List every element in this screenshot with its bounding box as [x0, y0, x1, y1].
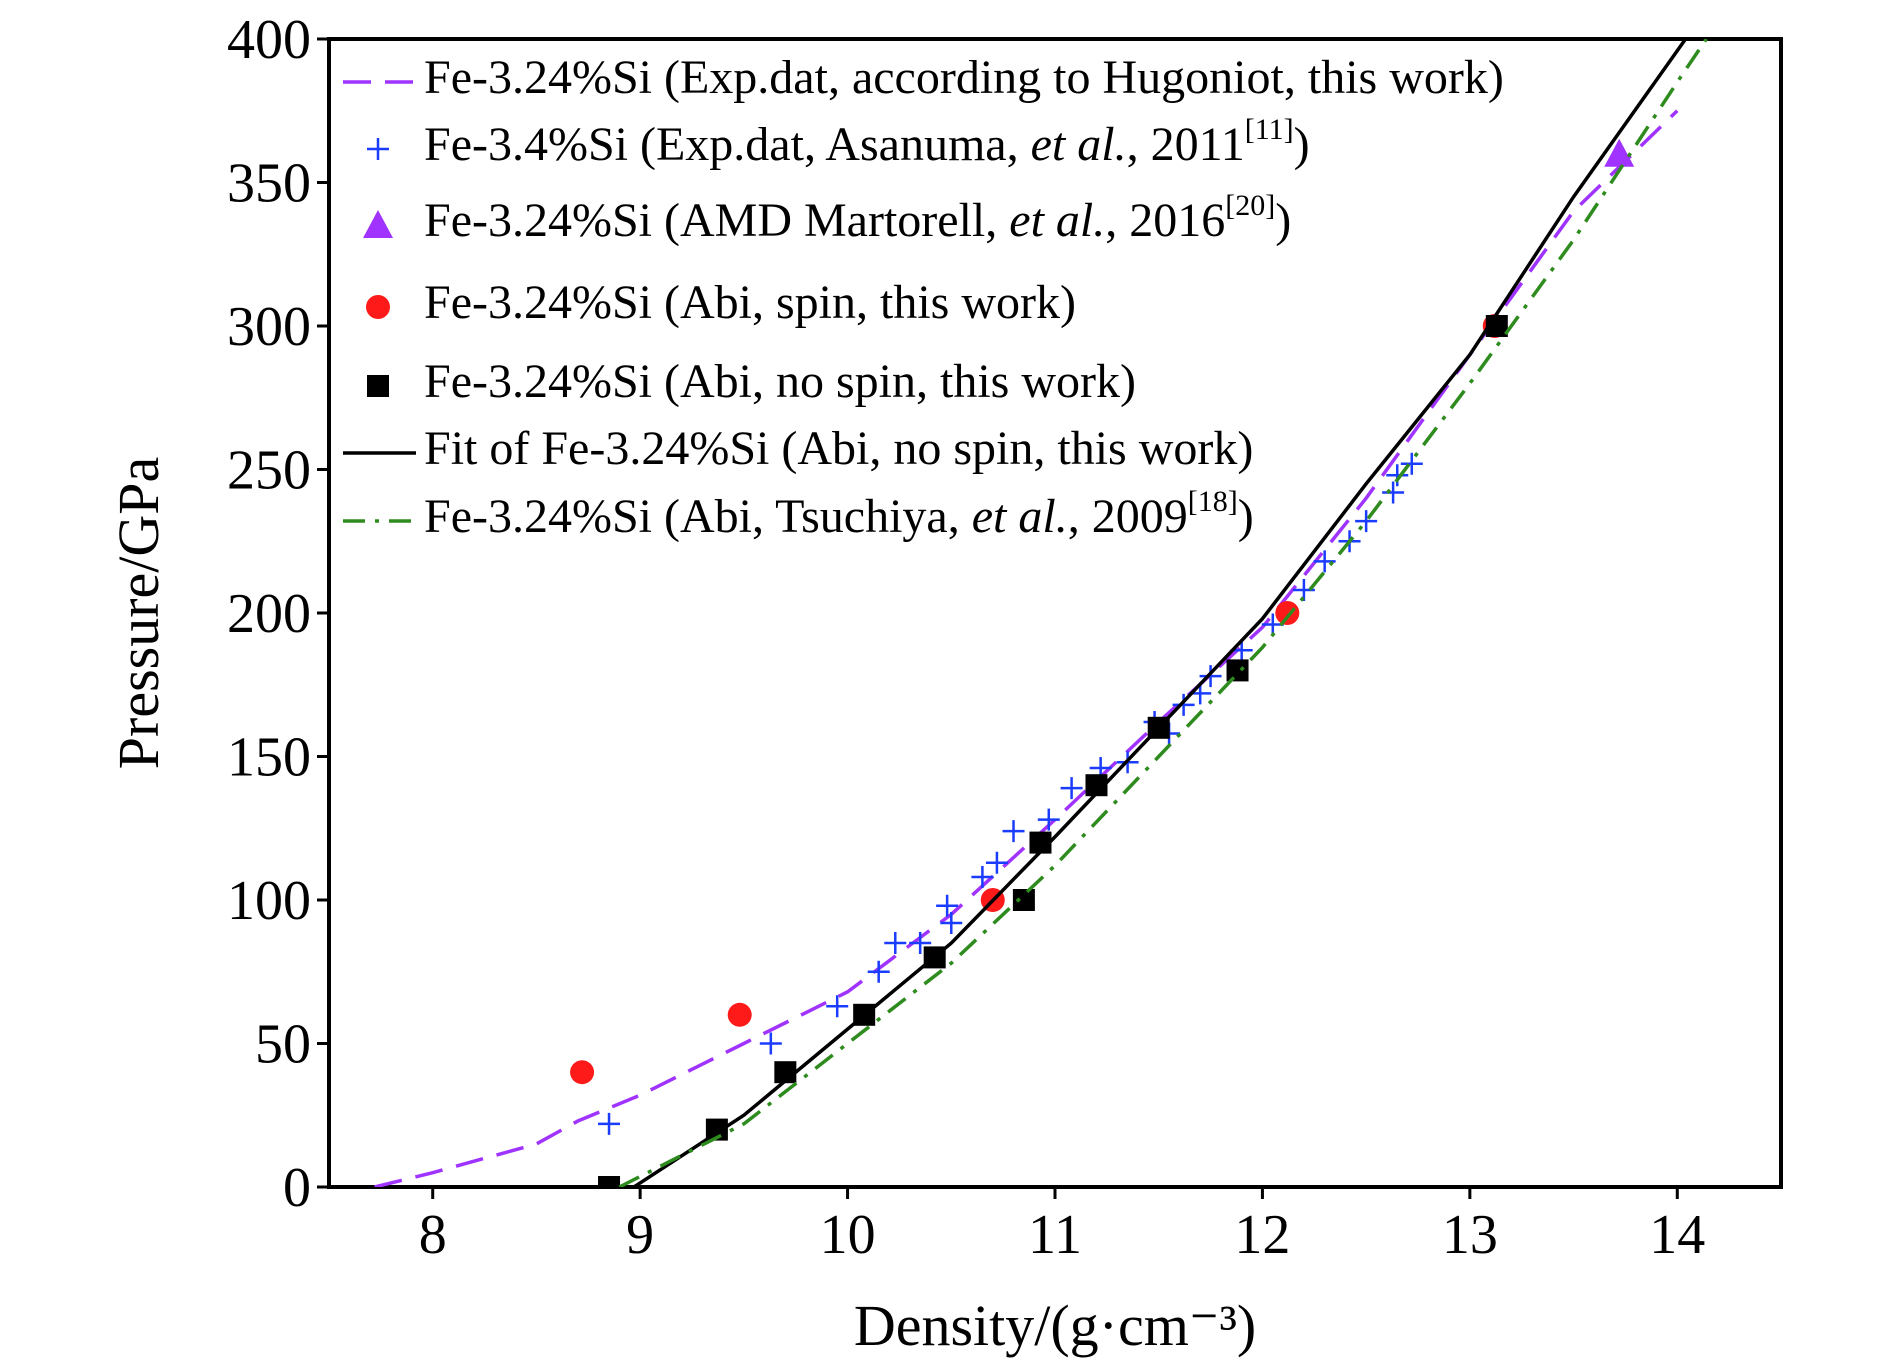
x-tick-label: 13 — [1442, 1204, 1498, 1266]
plus-marker — [1400, 452, 1423, 475]
triangle-marker — [1604, 138, 1635, 167]
x-tick-label: 10 — [820, 1204, 876, 1266]
circle-marker — [366, 295, 390, 319]
x-tick-label: 8 — [419, 1204, 447, 1266]
y-tick-label: 150 — [227, 727, 311, 789]
plus-marker — [759, 1032, 782, 1055]
legend-label: Fit of Fe-3.24%Si (Abi, no spin, this wo… — [424, 422, 1253, 475]
series-line — [632, 39, 1688, 1187]
legend-label: Fe-3.24%Si (Abi, spin, this work) — [424, 276, 1076, 329]
plus-marker — [971, 866, 994, 889]
x-tick-label: 14 — [1649, 1204, 1705, 1266]
y-axis-title: Pressure/GPa — [106, 457, 171, 770]
plot-area — [374, 39, 1708, 1187]
y-tick-label: 50 — [255, 1014, 311, 1076]
circle-marker — [727, 1002, 752, 1027]
plus-marker — [884, 932, 907, 955]
plus-marker — [1355, 510, 1378, 533]
plus-marker — [1037, 808, 1060, 831]
square-marker — [1085, 774, 1108, 797]
x-tick-label: 11 — [1028, 1204, 1082, 1266]
y-tick-label: 0 — [283, 1157, 311, 1219]
circle-marker — [1275, 601, 1300, 625]
triangle-marker — [363, 210, 393, 238]
y-tick-label: 250 — [227, 440, 311, 502]
square-marker — [1226, 659, 1249, 682]
y-tick-label: 350 — [227, 153, 311, 215]
plus-marker — [1199, 665, 1222, 688]
y-tick-label: 100 — [227, 870, 311, 932]
plus-marker — [1313, 550, 1336, 573]
y-tick-label: 200 — [227, 583, 311, 645]
plus-marker — [826, 995, 849, 1018]
plus-marker — [598, 1112, 621, 1135]
plus-marker — [985, 851, 1008, 874]
legend-label: Fe-3.24%Si (Exp.dat, according to Hugoni… — [424, 51, 1504, 104]
plus-marker — [1382, 481, 1405, 504]
plus-marker — [936, 894, 959, 917]
x-tick-label: 12 — [1234, 1204, 1290, 1266]
square-marker — [598, 1176, 621, 1187]
circle-marker — [570, 1060, 595, 1085]
square-marker — [1012, 889, 1035, 911]
series-line — [618, 39, 1708, 1187]
legend-label: Fe-3.24%Si (AMD Martorell, et al., 2016[… — [424, 189, 1291, 247]
plus-marker — [940, 911, 963, 934]
plus-marker — [1002, 820, 1025, 843]
plus-marker — [1172, 693, 1195, 716]
x-axis-title: Density/(g·cm⁻³) — [854, 1293, 1256, 1358]
legend-label: Fe-3.24%Si (Abi, no spin, this work) — [424, 355, 1136, 408]
plus-marker — [367, 138, 389, 160]
legend-label: Fe-3.4%Si (Exp.dat, Asanuma, et al., 201… — [424, 113, 1310, 171]
plus-marker — [867, 960, 890, 983]
series-line — [374, 109, 1679, 1187]
plus-marker — [909, 932, 932, 955]
x-tick-label: 9 — [626, 1204, 654, 1266]
legend-label: Fe-3.24%Si (Abi, Tsuchiya, et al., 2009[… — [424, 485, 1254, 543]
y-tick-label: 300 — [227, 296, 311, 358]
y-tick-label: 400 — [227, 9, 311, 71]
square-marker — [367, 375, 389, 397]
plus-marker — [1060, 777, 1083, 800]
